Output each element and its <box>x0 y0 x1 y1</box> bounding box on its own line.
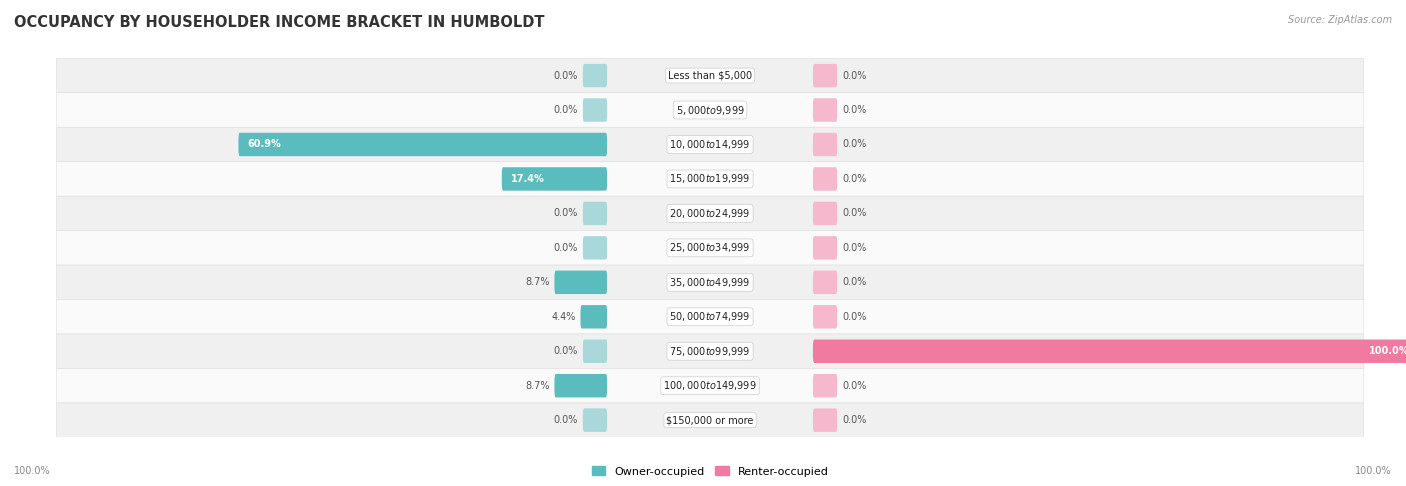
Text: 0.0%: 0.0% <box>842 312 866 322</box>
FancyBboxPatch shape <box>813 64 837 87</box>
FancyBboxPatch shape <box>813 98 837 122</box>
FancyBboxPatch shape <box>56 231 1364 265</box>
Text: 0.0%: 0.0% <box>842 278 866 287</box>
Legend: Owner-occupied, Renter-occupied: Owner-occupied, Renter-occupied <box>588 462 832 481</box>
FancyBboxPatch shape <box>56 58 1364 93</box>
FancyBboxPatch shape <box>813 271 837 294</box>
Text: $25,000 to $34,999: $25,000 to $34,999 <box>669 242 751 254</box>
Text: $150,000 or more: $150,000 or more <box>666 415 754 425</box>
Text: 0.0%: 0.0% <box>554 415 578 425</box>
FancyBboxPatch shape <box>56 127 1364 162</box>
Text: $75,000 to $99,999: $75,000 to $99,999 <box>669 345 751 358</box>
Text: 0.0%: 0.0% <box>842 139 866 150</box>
Text: 4.4%: 4.4% <box>551 312 575 322</box>
FancyBboxPatch shape <box>554 374 607 398</box>
Text: 100.0%: 100.0% <box>1368 346 1406 356</box>
FancyBboxPatch shape <box>813 305 837 329</box>
FancyBboxPatch shape <box>813 236 837 260</box>
Text: $20,000 to $24,999: $20,000 to $24,999 <box>669 207 751 220</box>
FancyBboxPatch shape <box>239 133 607 156</box>
Text: $100,000 to $149,999: $100,000 to $149,999 <box>664 379 756 392</box>
Text: 0.0%: 0.0% <box>842 174 866 184</box>
FancyBboxPatch shape <box>581 305 607 329</box>
Text: $5,000 to $9,999: $5,000 to $9,999 <box>676 104 744 117</box>
FancyBboxPatch shape <box>583 64 607 87</box>
FancyBboxPatch shape <box>583 202 607 225</box>
FancyBboxPatch shape <box>813 340 1406 363</box>
FancyBboxPatch shape <box>813 202 837 225</box>
Text: 0.0%: 0.0% <box>842 105 866 115</box>
Text: $15,000 to $19,999: $15,000 to $19,999 <box>669 173 751 186</box>
FancyBboxPatch shape <box>554 271 607 294</box>
FancyBboxPatch shape <box>56 403 1364 437</box>
FancyBboxPatch shape <box>813 133 837 156</box>
FancyBboxPatch shape <box>813 167 837 191</box>
Text: 100.0%: 100.0% <box>1355 466 1392 476</box>
FancyBboxPatch shape <box>813 408 837 432</box>
Text: 17.4%: 17.4% <box>510 174 544 184</box>
Text: 0.0%: 0.0% <box>554 105 578 115</box>
Text: 0.0%: 0.0% <box>554 70 578 81</box>
FancyBboxPatch shape <box>56 368 1364 403</box>
Text: 8.7%: 8.7% <box>524 381 550 391</box>
Text: 0.0%: 0.0% <box>842 70 866 81</box>
Text: 0.0%: 0.0% <box>842 381 866 391</box>
FancyBboxPatch shape <box>56 334 1364 368</box>
FancyBboxPatch shape <box>56 265 1364 299</box>
FancyBboxPatch shape <box>813 374 837 398</box>
Text: $50,000 to $74,999: $50,000 to $74,999 <box>669 310 751 323</box>
FancyBboxPatch shape <box>502 167 607 191</box>
FancyBboxPatch shape <box>56 299 1364 334</box>
Text: 0.0%: 0.0% <box>554 346 578 356</box>
FancyBboxPatch shape <box>56 196 1364 231</box>
Text: Less than $5,000: Less than $5,000 <box>668 70 752 81</box>
FancyBboxPatch shape <box>583 340 607 363</box>
Text: 100.0%: 100.0% <box>14 466 51 476</box>
Text: OCCUPANCY BY HOUSEHOLDER INCOME BRACKET IN HUMBOLDT: OCCUPANCY BY HOUSEHOLDER INCOME BRACKET … <box>14 15 544 30</box>
Text: 60.9%: 60.9% <box>247 139 281 150</box>
Text: $35,000 to $49,999: $35,000 to $49,999 <box>669 276 751 289</box>
Text: 0.0%: 0.0% <box>554 208 578 218</box>
Text: Source: ZipAtlas.com: Source: ZipAtlas.com <box>1288 15 1392 25</box>
Text: 0.0%: 0.0% <box>842 208 866 218</box>
Text: $10,000 to $14,999: $10,000 to $14,999 <box>669 138 751 151</box>
FancyBboxPatch shape <box>583 408 607 432</box>
Text: 8.7%: 8.7% <box>524 278 550 287</box>
Text: 0.0%: 0.0% <box>842 243 866 253</box>
Text: 0.0%: 0.0% <box>842 415 866 425</box>
FancyBboxPatch shape <box>583 236 607 260</box>
FancyBboxPatch shape <box>583 98 607 122</box>
FancyBboxPatch shape <box>56 162 1364 196</box>
Text: 0.0%: 0.0% <box>554 243 578 253</box>
FancyBboxPatch shape <box>56 93 1364 127</box>
